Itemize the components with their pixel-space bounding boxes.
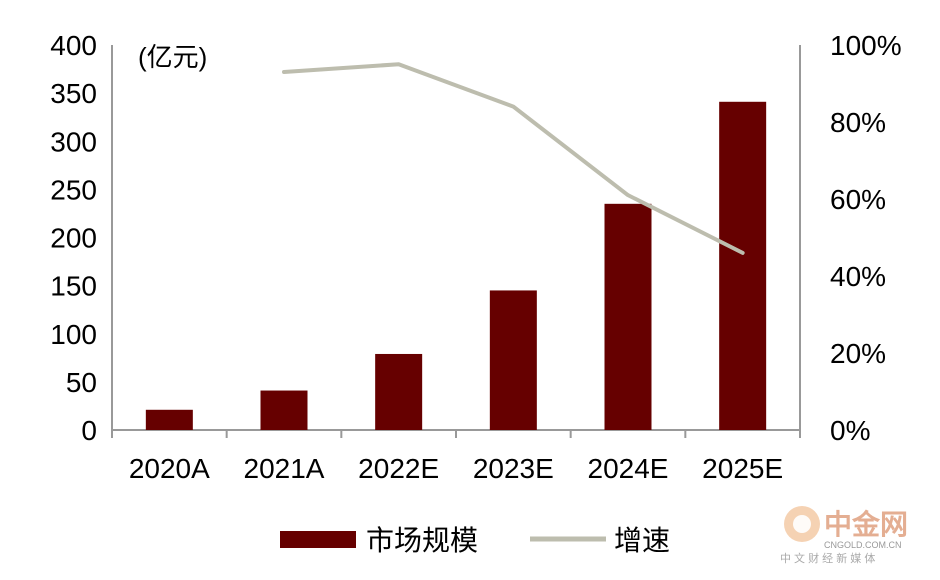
- legend-label-bar: 市场规模: [366, 525, 478, 556]
- bar: [719, 102, 766, 430]
- x-tick-label: 2022E: [358, 453, 439, 484]
- bar: [146, 410, 193, 430]
- right-tick-label: 0%: [830, 415, 870, 446]
- left-tick-label: 0: [81, 415, 97, 446]
- right-tick-label: 100%: [830, 30, 902, 61]
- watermark-logo: 中金网 CNGOLD.COM.CN 中 文 财 经 新 媒 体: [780, 498, 930, 568]
- left-tick-label: 100: [50, 319, 97, 350]
- left-tick-label: 300: [50, 126, 97, 157]
- x-tick-label: 2025E: [702, 453, 783, 484]
- x-tick-label: 2021A: [244, 453, 325, 484]
- right-tick-label: 40%: [830, 261, 886, 292]
- left-tick-label: 350: [50, 78, 97, 109]
- right-tick-label: 20%: [830, 338, 886, 369]
- right-tick-label: 80%: [830, 107, 886, 138]
- left-tick-label: 400: [50, 30, 97, 61]
- x-tick-label: 2020A: [129, 453, 210, 484]
- svg-text:中金网: 中金网: [824, 508, 908, 540]
- x-tick-label: 2024E: [588, 453, 669, 484]
- left-tick-label: 50: [66, 367, 97, 398]
- bar: [261, 391, 308, 430]
- unit-label: (亿元): [138, 42, 207, 72]
- bar: [490, 290, 537, 430]
- right-tick-label: 60%: [830, 184, 886, 215]
- legend-label-line: 增速: [614, 525, 670, 556]
- bar: [605, 204, 652, 430]
- left-tick-label: 150: [50, 271, 97, 302]
- left-tick-label: 250: [50, 174, 97, 205]
- svg-text:CNGOLD.COM.CN: CNGOLD.COM.CN: [824, 540, 902, 550]
- legend-swatch-bar: [280, 531, 356, 548]
- growth-line: [284, 64, 743, 253]
- x-tick-label: 2023E: [473, 453, 554, 484]
- left-tick-label: 200: [50, 223, 97, 254]
- svg-text:中 文 财 经 新 媒 体: 中 文 财 经 新 媒 体: [780, 551, 875, 565]
- legend: 市场规模 增速: [280, 525, 670, 556]
- bar: [375, 354, 422, 430]
